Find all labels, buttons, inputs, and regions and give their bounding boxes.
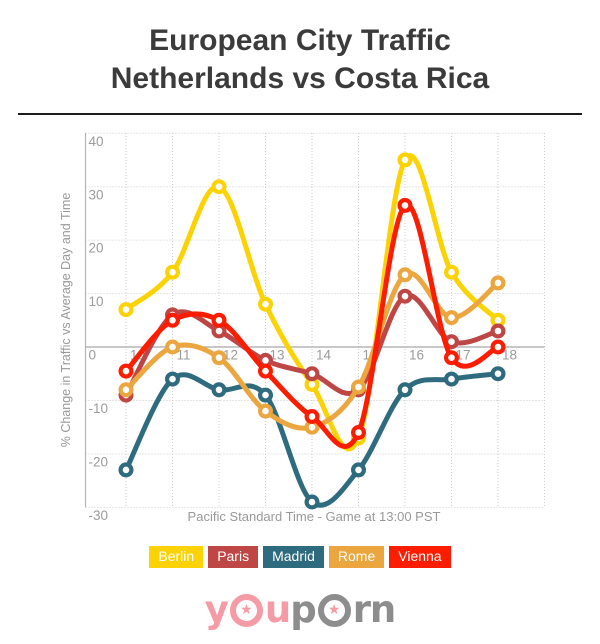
y-tick-label: -10	[89, 401, 109, 416]
data-point-vienna	[211, 312, 227, 328]
page-title-line2: Netherlands vs Costa Rica	[110, 62, 490, 95]
data-point-madrid	[118, 462, 134, 478]
y-tick-label: -30	[89, 508, 109, 523]
data-point-vienna	[351, 425, 367, 441]
data-point-paris	[490, 323, 506, 339]
y-tick-label: -20	[89, 454, 109, 469]
logo-o-star-pink-icon: ★	[229, 593, 263, 627]
logo-letter-u: u	[264, 588, 291, 631]
legend-item-vienna: Vienna	[389, 546, 451, 568]
data-point-berlin	[397, 152, 413, 168]
data-point-vienna	[118, 363, 134, 379]
page-title: European City Traffic Netherlands vs Cos…	[0, 22, 600, 98]
data-point-vienna	[490, 339, 506, 355]
data-point-madrid	[165, 371, 181, 387]
x-tick-label: 13	[270, 348, 285, 363]
data-point-vienna	[304, 409, 320, 425]
series-vienna	[118, 197, 506, 449]
data-point-berlin	[118, 302, 134, 318]
x-axis-caption: Pacific Standard Time - Game at 13:00 PS…	[188, 509, 441, 524]
x-tick-label: 14	[316, 348, 332, 363]
logo-letter-y: y	[204, 588, 229, 631]
data-point-madrid	[304, 494, 320, 510]
data-point-madrid	[444, 371, 460, 387]
data-point-rome	[118, 382, 134, 398]
data-point-vienna	[258, 363, 274, 379]
data-point-madrid	[258, 387, 274, 403]
y-axis-label: % Change in Traffic vs Average Day and T…	[59, 193, 73, 448]
legend-item-berlin: Berlin	[149, 546, 204, 568]
data-point-vienna	[165, 312, 181, 328]
data-point-rome	[211, 350, 227, 366]
data-point-paris	[304, 366, 320, 382]
x-tick-label: 12	[223, 348, 238, 363]
y-tick-label: 10	[89, 294, 104, 309]
chart-grid	[84, 132, 545, 508]
data-point-rome	[165, 339, 181, 355]
data-point-berlin	[165, 264, 181, 280]
data-point-vienna	[444, 350, 460, 366]
data-point-berlin	[211, 179, 227, 195]
data-point-madrid	[397, 382, 413, 398]
data-point-rome	[490, 275, 506, 291]
legend-item-madrid: Madrid	[263, 546, 324, 568]
logo-letter-p: p	[290, 588, 316, 631]
legend-item-paris: Paris	[208, 546, 259, 568]
logo-o-star-gray-icon: ★	[317, 593, 351, 627]
y-tick-label: 20	[89, 241, 104, 256]
x-tick-label: 11	[177, 348, 191, 363]
logo-letters-rn: rn	[352, 588, 397, 631]
youporn-logo: y ★ u p ★ rn	[0, 588, 600, 632]
data-point-vienna	[397, 197, 413, 213]
chart-legend: Berlin Paris Madrid Rome Vienna	[0, 546, 600, 568]
x-tick-label: 16	[409, 348, 424, 363]
data-point-rome	[351, 379, 367, 395]
data-point-paris	[397, 288, 413, 304]
data-point-rome	[397, 267, 413, 283]
data-point-berlin	[258, 296, 274, 312]
page-title-line1: European City Traffic	[149, 24, 451, 57]
title-divider	[18, 113, 582, 115]
data-point-madrid	[351, 462, 367, 478]
x-tick-label: 17	[456, 348, 471, 363]
y-tick-label: 40	[89, 134, 104, 149]
data-point-rome	[258, 403, 274, 419]
data-point-madrid	[490, 366, 506, 382]
series-line-vienna	[123, 202, 501, 449]
series-madrid	[118, 366, 506, 510]
data-point-berlin	[444, 264, 460, 280]
x-tick-label: 18	[502, 348, 517, 363]
y-tick-label: 30	[89, 187, 104, 202]
legend-item-rome: Rome	[328, 546, 385, 568]
data-point-madrid	[211, 382, 227, 398]
data-point-rome	[444, 310, 460, 326]
y-tick-label: 0	[89, 348, 97, 363]
